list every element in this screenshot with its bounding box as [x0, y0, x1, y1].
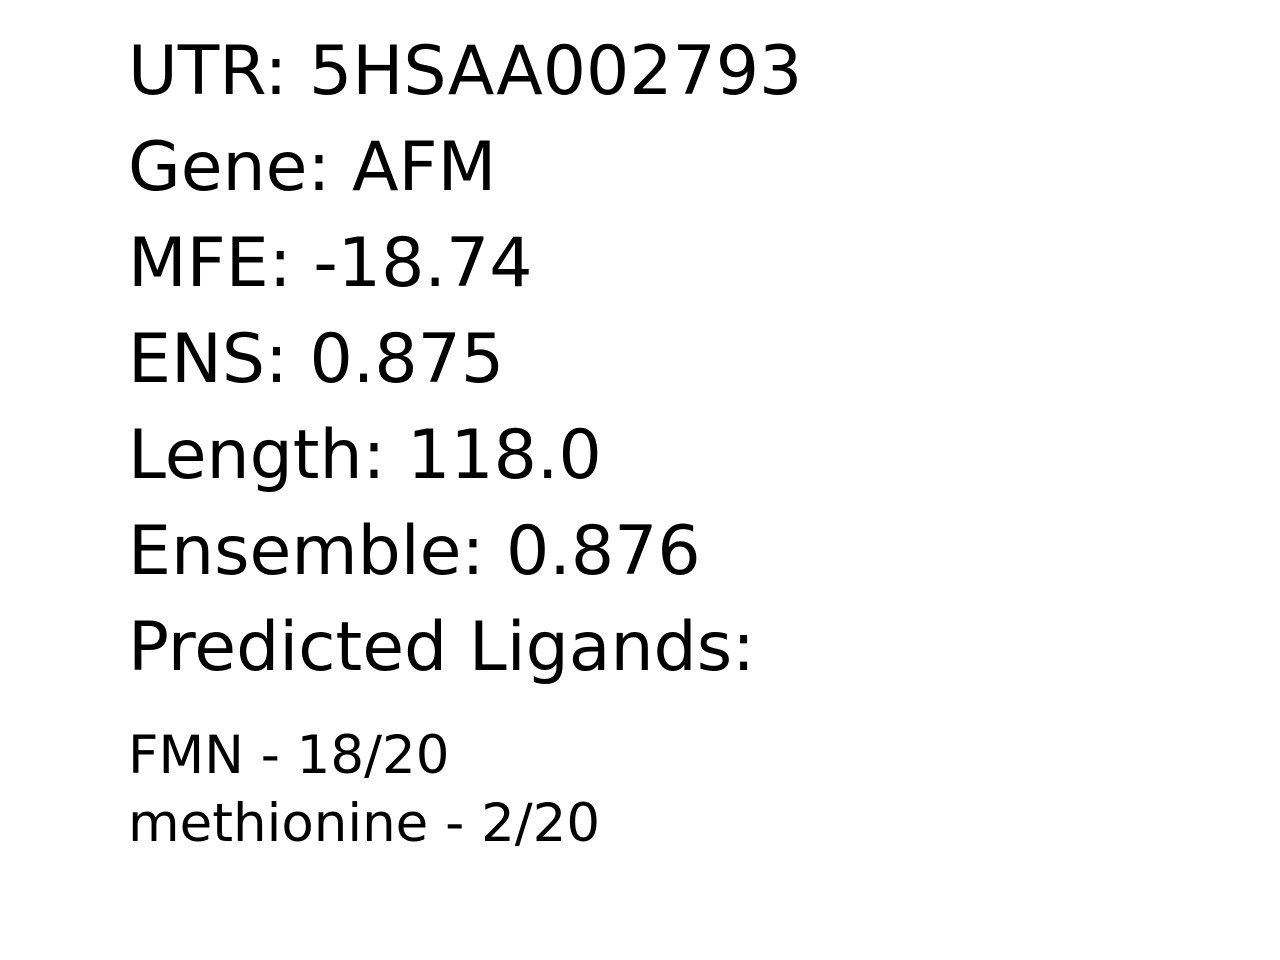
utr-id: UTR: 5HSAA002793: [128, 32, 803, 111]
ligand-list: FMN - 18/20 methionine - 2/20: [128, 722, 600, 858]
predicted-ligands-heading: Predicted Ligands:: [128, 608, 756, 687]
mfe-value: MFE: -18.74: [128, 224, 533, 303]
ligand-item: methionine - 2/20: [128, 793, 601, 854]
gene-name: Gene: AFM: [128, 128, 497, 207]
ensemble-value: Ensemble: 0.876: [128, 512, 701, 591]
utr-info-panel: UTR: 5HSAA002793 Gene: AFM MFE: -18.74 E…: [128, 0, 1228, 960]
length-value: Length: 118.0: [128, 416, 602, 495]
ens-value: ENS: 0.875: [128, 320, 505, 399]
ligand-item: FMN - 18/20: [128, 725, 450, 786]
